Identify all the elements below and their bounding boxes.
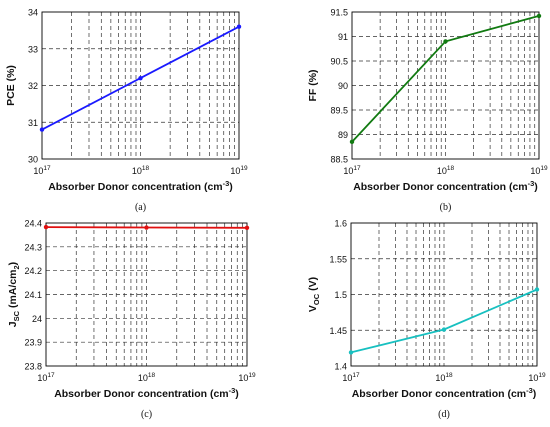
y-tick-label: 1.4 [334, 362, 347, 372]
x-tick-label: 1019 [238, 372, 256, 383]
data-point [138, 75, 143, 81]
y-tick-label: 24 [32, 314, 42, 324]
x-tick-label: 1017 [343, 165, 361, 176]
y-tick-label: 1.55 [329, 254, 347, 264]
x-tick-label: 1019 [230, 165, 248, 176]
panel-label: (b) [440, 202, 452, 213]
y-axis-label: JSC (mA/cm2) [7, 262, 21, 327]
data-point [536, 13, 542, 19]
y-tick-label: 91.5 [330, 8, 348, 18]
data-point [244, 225, 250, 230]
y-tick-label: 24.3 [24, 242, 42, 252]
x-tick-label: 1018 [138, 372, 156, 383]
y-tick-label: 23.8 [24, 362, 42, 372]
plot-frame [350, 222, 538, 367]
x-axis-label: Absorber Donor concentration (cm-3) [54, 386, 239, 400]
y-tick-label: 31 [28, 118, 38, 128]
x-tick-label: 1017 [37, 372, 55, 383]
x-tick-label: 1019 [530, 165, 548, 176]
y-axis-label: VOC (V) [307, 277, 321, 312]
data-point [441, 327, 447, 332]
panel-label: (a) [135, 202, 146, 213]
y-tick-label: 91 [338, 32, 348, 42]
y-tick-label: 23.9 [24, 338, 42, 348]
panel-a: 30 31 32 33 34 1017 1018 1019 Absorber Donor con… [5, 8, 248, 214]
plot-frame [351, 11, 540, 160]
y-tick-label: 1.45 [329, 326, 347, 336]
x-axis-label: Absorber Donor concentration (cm-3) [353, 179, 538, 193]
x-axis-label: Absorber Donor concentration (cm-3) [48, 179, 233, 193]
x-tick-label: 1019 [528, 372, 546, 383]
plot-frame [45, 222, 248, 367]
y-tick-label: 24.2 [24, 266, 42, 276]
panel-b: 88.5 89 89.5 90 90.5 91 91.5 1017 1018 1019 Absorb… [307, 8, 548, 214]
data-point [349, 139, 355, 145]
x-tick-label: 1018 [435, 372, 453, 383]
y-tick-label: 24.4 [24, 219, 42, 229]
y-tick-label: 89 [338, 130, 348, 140]
data-point [43, 224, 49, 230]
data-point [534, 287, 540, 292]
data-point [39, 127, 45, 132]
y-tick-label: 1.6 [334, 219, 347, 229]
y-tick-label: 30 [28, 155, 38, 165]
x-axis-label: Absorber Donor concentration (cm-3) [352, 386, 537, 400]
x-tick-label: 1018 [132, 165, 150, 176]
panel-d: 1.4 1.45 1.5 1.55 1.6 1017 1018 1019 Absorber Do… [307, 219, 546, 421]
plot-frame [41, 11, 240, 160]
panel-c: 23.8 23.9 24 24.1 24.2 24.3 24.4 1017 1018 1019 Ab… [7, 219, 256, 421]
y-tick-label: 90 [338, 81, 348, 91]
data-point [144, 225, 149, 230]
y-axis-label: PCE (%) [5, 65, 17, 106]
x-tick-label: 1017 [342, 372, 360, 383]
data-point [443, 39, 448, 44]
y-tick-label: 88.5 [330, 155, 348, 165]
x-tick-label: 1018 [437, 165, 455, 176]
y-tick-label: 90.5 [330, 57, 348, 67]
data-point [236, 24, 242, 29]
panel-label: (d) [438, 409, 450, 420]
data-point [348, 350, 354, 355]
y-tick-label: 33 [28, 44, 38, 54]
y-axis-label: FF (%) [307, 69, 319, 101]
y-tick-label: 34 [28, 8, 38, 18]
y-tick-label: 24.1 [24, 290, 42, 300]
y-tick-label: 1.5 [334, 290, 347, 300]
y-tick-label: 89.5 [330, 106, 348, 116]
x-tick-label: 1017 [33, 165, 51, 176]
panel-label: (c) [141, 409, 152, 420]
y-tick-label: 32 [28, 81, 38, 91]
